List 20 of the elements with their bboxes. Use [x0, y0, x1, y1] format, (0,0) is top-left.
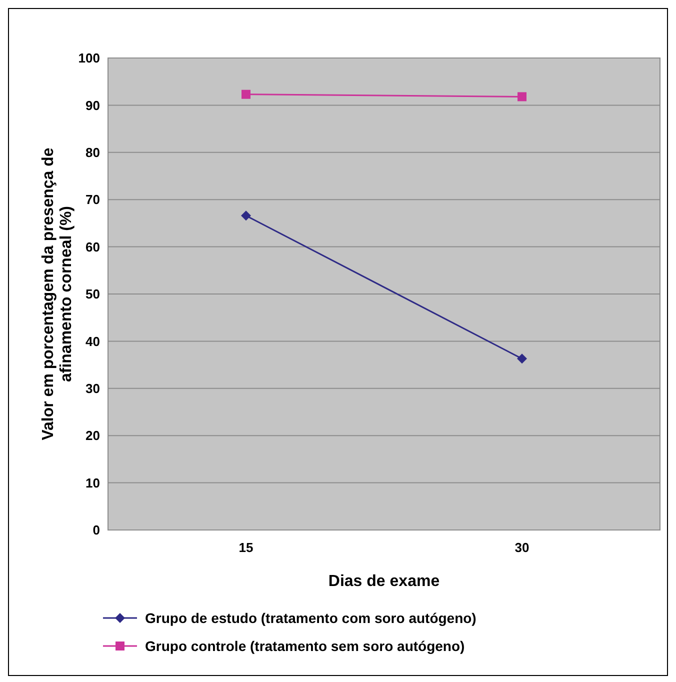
legend-label: Grupo de estudo (tratamento com soro autógeno) [145, 610, 476, 626]
y-tick-label: 70 [86, 192, 100, 208]
x-tick-label: 15 [238, 540, 254, 555]
point [242, 90, 250, 99]
y-tick-label: 10 [86, 475, 100, 490]
y-tick-label: 40 [86, 334, 100, 349]
y-tick-label: 60 [86, 239, 100, 254]
point [518, 92, 526, 102]
y-tick-label: 100 [78, 50, 100, 66]
y-tick-label: 80 [86, 144, 100, 160]
y-tick-label: 0 [92, 522, 100, 538]
legend-label: Grupo controle (tratamento sem soro autógeno) [145, 638, 465, 654]
y-tick-label: 20 [86, 428, 100, 444]
y-axis-title: Valor em porcentagem da presença de afinamento corneal (%) [40, 148, 76, 440]
y-tick-label: 50 [86, 286, 100, 302]
y-tick-label: 30 [86, 380, 100, 396]
y-tick-label: 90 [86, 98, 100, 113]
x-axis-title: Dias de exame [328, 573, 440, 590]
point [241, 210, 251, 221]
point [517, 354, 527, 364]
